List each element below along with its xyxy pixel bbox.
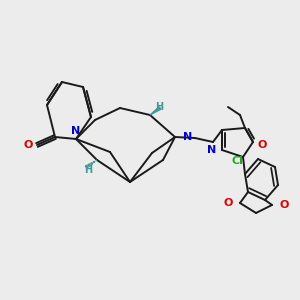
Text: O: O [258, 140, 267, 150]
Text: H: H [84, 165, 92, 175]
Text: Cl: Cl [231, 156, 243, 166]
Text: H: H [155, 102, 163, 112]
Text: N: N [207, 145, 216, 155]
Text: N: N [183, 132, 192, 142]
Text: O: O [224, 198, 233, 208]
Polygon shape [93, 161, 95, 163]
Text: N: N [71, 126, 81, 136]
Text: O: O [24, 140, 33, 150]
Polygon shape [85, 165, 88, 168]
Polygon shape [150, 107, 161, 115]
Polygon shape [91, 163, 93, 165]
Polygon shape [88, 164, 90, 166]
Text: O: O [279, 200, 288, 210]
Polygon shape [96, 160, 97, 161]
